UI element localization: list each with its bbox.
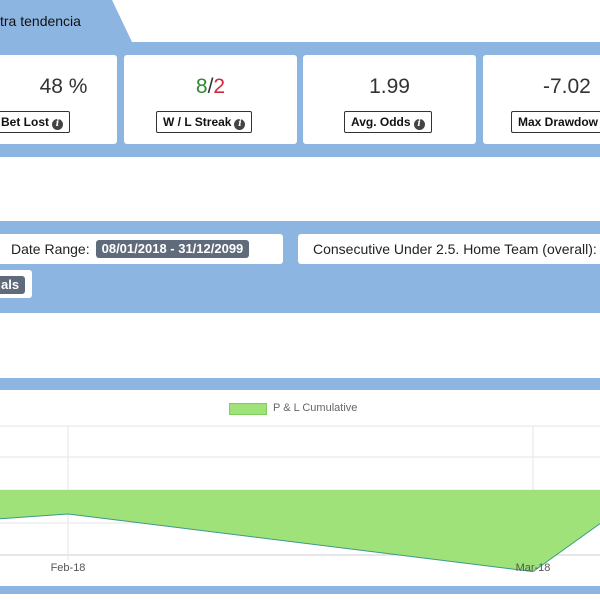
stat-label-avg-odds[interactable]: Avg. Odds i: [344, 111, 432, 133]
pl-cumulative-line: [0, 513, 600, 573]
stat-card-avg-odds: 1.99 Avg. Odds i: [303, 55, 476, 144]
stat-card-max-drawdown: -7.02 Max Drawdow: [483, 55, 600, 144]
x-tick-label: Mar-18: [515, 562, 551, 574]
extra-filter[interactable]: als: [0, 270, 32, 298]
info-icon[interactable]: i: [413, 119, 425, 130]
tab-trend[interactable]: tra tendencia: [0, 0, 132, 42]
stat-label-max-drawdown[interactable]: Max Drawdow: [511, 111, 600, 133]
consecutive-filter[interactable]: Consecutive Under 2.5. Home Team (overal…: [298, 234, 600, 264]
legend-label[interactable]: P & L Cumulative: [273, 402, 358, 414]
pl-chart: P & L Cumulative Feb-18 Mar-18: [0, 390, 600, 586]
pl-cumulative-area: [0, 490, 600, 572]
stat-label-text: W / L Streak: [163, 115, 232, 129]
tab-label: tra tendencia: [0, 13, 81, 29]
stat-value-avg-odds: 1.99: [369, 75, 410, 98]
chart-header-bar: [0, 378, 600, 390]
win-streak-value: 8: [195, 75, 208, 98]
consecutive-label: Consecutive Under 2.5. Home Team (overal…: [313, 241, 597, 257]
stat-value-max-drawdown: -7.02: [543, 75, 591, 98]
date-range-value: 08/01/2018 - 31/12/2099: [95, 240, 250, 258]
stats-panel: 48 % Bet Lost i 8/2 W / L Streak i 1.99 Av…: [0, 42, 600, 157]
stat-label-bet-lost[interactable]: Bet Lost i: [0, 111, 70, 133]
chart-footer-bar: [0, 586, 600, 594]
info-icon[interactable]: i: [52, 119, 63, 130]
streak-separator: /: [207, 75, 214, 98]
stat-value-wl-streak: 8/2: [124, 75, 297, 99]
date-range-label: Date Range:: [11, 241, 90, 257]
extra-filter-value: als: [0, 276, 26, 294]
x-tick-label: Feb-18: [50, 562, 86, 574]
stat-label-text: Bet Lost: [1, 115, 49, 129]
stat-card-bet-lost: 48 % Bet Lost i: [0, 55, 117, 144]
stat-label-wl-streak[interactable]: W / L Streak i: [156, 111, 253, 133]
loss-streak-value: 2: [213, 75, 226, 98]
filters-panel: Date Range: 08/01/2018 - 31/12/2099 Conse…: [0, 221, 600, 313]
stat-label-text: Max Drawdow: [518, 115, 599, 129]
chart-plot: [0, 425, 600, 573]
legend-swatch[interactable]: [229, 403, 267, 415]
stat-value-bet-lost: 48 %: [39, 75, 88, 98]
date-range-filter[interactable]: Date Range: 08/01/2018 - 31/12/2099: [0, 234, 283, 264]
stat-label-text: Avg. Odds: [351, 115, 411, 129]
info-icon[interactable]: i: [234, 119, 246, 130]
stat-card-wl-streak: 8/2 W / L Streak i: [124, 55, 297, 144]
